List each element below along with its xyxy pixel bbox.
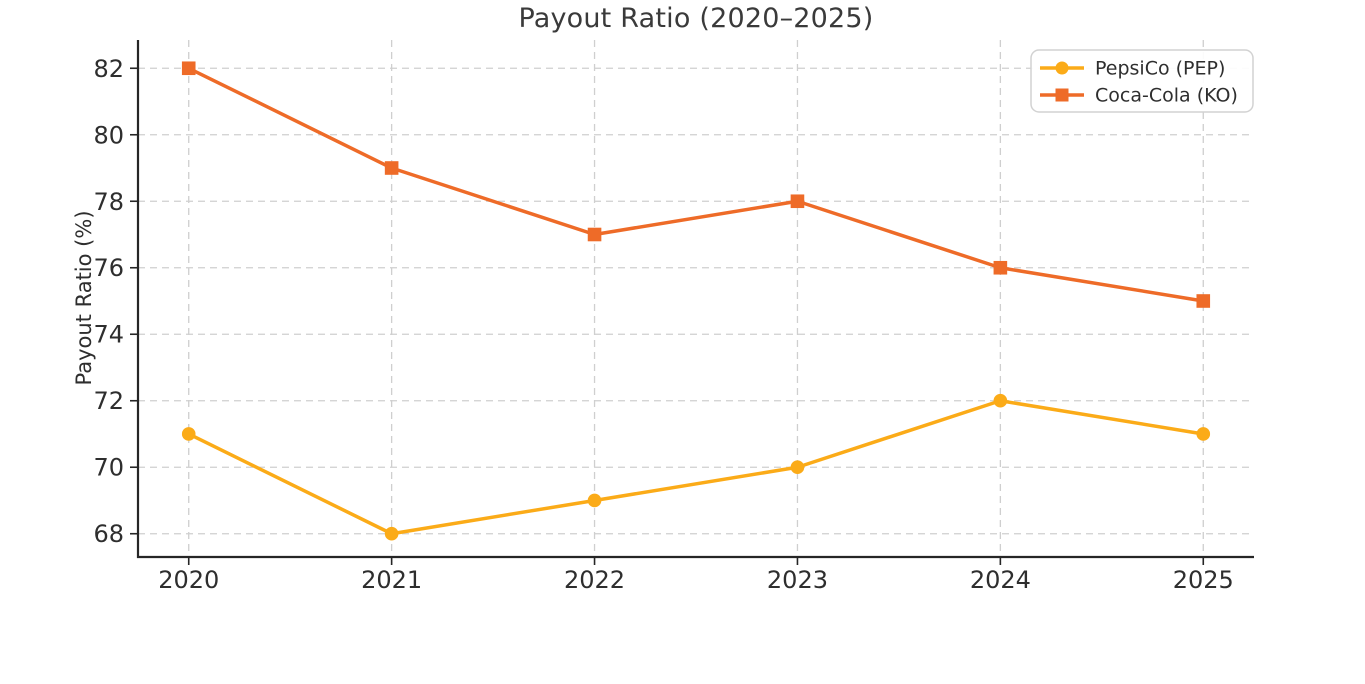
data-point-marker (587, 227, 602, 242)
data-point-marker (993, 260, 1008, 275)
x-tick-label: 2020 (158, 566, 219, 594)
y-tick-label: 80 (93, 121, 124, 149)
data-point-marker (384, 161, 399, 175)
data-point-marker (790, 460, 805, 475)
legend-sample-marker (1055, 88, 1069, 102)
data-point-marker (1196, 427, 1211, 441)
x-tick-label: 2024 (970, 566, 1031, 594)
chart-title: Payout Ratio (2020–2025) (518, 3, 874, 34)
data-point-marker (1196, 294, 1211, 308)
data-point-marker (587, 493, 602, 508)
legend-entry-pepsico-pep: PepsiCo (PEP) (1040, 58, 1225, 80)
y-tick-label: 78 (93, 188, 124, 216)
data-point-marker (181, 61, 196, 76)
y-tick-label: 76 (93, 254, 124, 282)
legend-label: Coca-Cola (KO) (1095, 85, 1238, 107)
data-point-marker (790, 194, 805, 209)
legend-box (1030, 49, 1254, 113)
series-line-pepsico-pep (186, 398, 1206, 536)
legend: PepsiCo (PEP) Coca-Cola (KO) (1030, 49, 1254, 113)
y-tick-label: 70 (93, 454, 124, 482)
y-tick-label: 68 (93, 520, 124, 548)
y-axis-label: Payout Ratio (%) (72, 210, 96, 386)
series-line-coca-cola-ko (186, 66, 1206, 303)
y-tick-label: 74 (93, 321, 124, 349)
series-pepsico-pep (181, 393, 1211, 541)
x-tick-label: 2022 (564, 566, 625, 594)
gridlines (138, 40, 1254, 557)
y-tick-label: 72 (93, 387, 124, 415)
data-point-marker (181, 427, 196, 441)
x-tick-label: 2023 (767, 566, 828, 594)
legend-entry-coca-cola-ko: Coca-Cola (KO) (1040, 85, 1238, 107)
data-point-marker (993, 393, 1008, 408)
legend-sample-marker (1055, 61, 1069, 75)
x-tick-label: 2025 (1173, 566, 1234, 594)
series-coca-cola-ko (181, 61, 1211, 308)
legend-label: PepsiCo (PEP) (1095, 58, 1225, 80)
axes: 2020 2021 2022 2023 2024 2025 68 70 72 74 76 78 80 82 (93, 40, 1254, 594)
data-point-marker (384, 526, 399, 541)
y-tick-label: 82 (93, 55, 124, 83)
x-tick-label: 2021 (361, 566, 422, 594)
